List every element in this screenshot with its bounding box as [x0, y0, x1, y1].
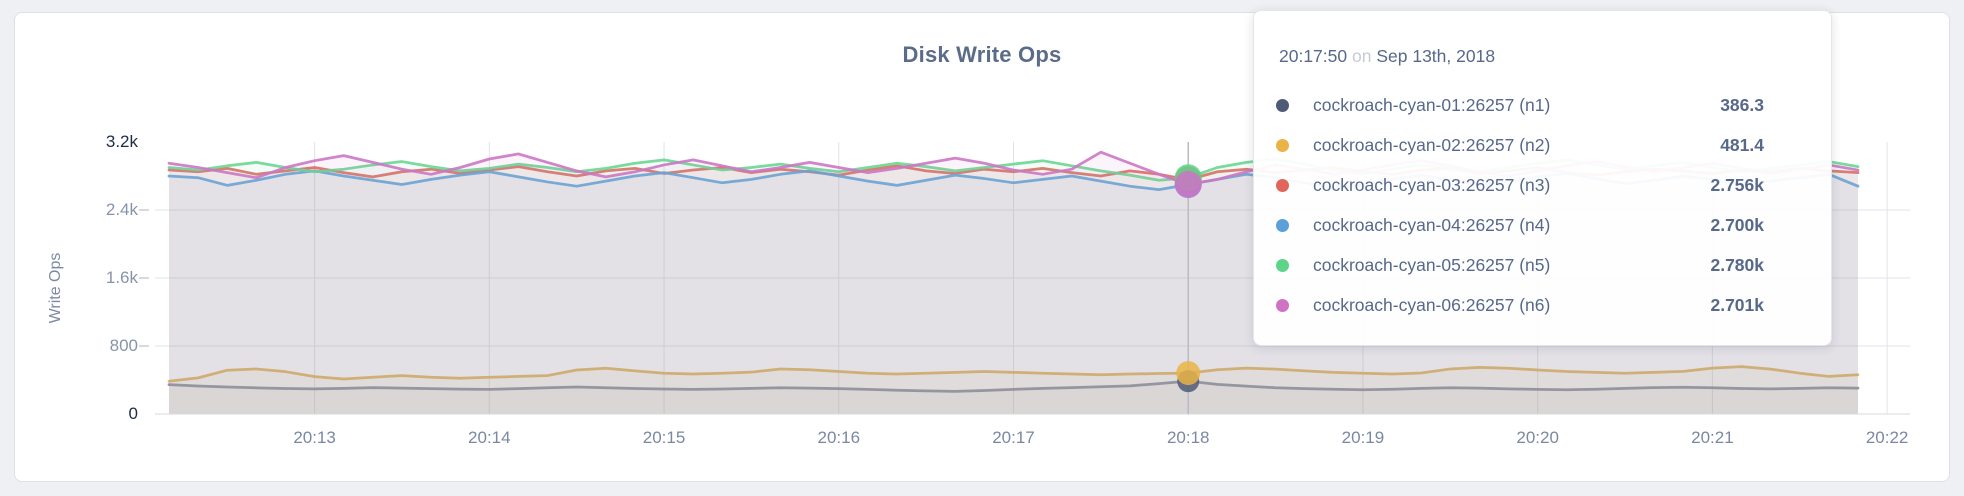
tooltip-rows: cockroach-cyan-01:26257 (n1) 386.3 cockr… [1254, 85, 1831, 325]
x-tick: 20:13 [293, 428, 336, 447]
y-tick: 2.4k [105, 200, 138, 219]
y-tick: 800 [109, 336, 138, 355]
series-value: 2.700k [1710, 214, 1764, 235]
series-value: 2.756k [1710, 174, 1764, 195]
tooltip-row: cockroach-cyan-01:26257 (n1) 386.3 [1254, 85, 1831, 125]
tooltip-row: cockroach-cyan-06:26257 (n6) 2.701k [1254, 285, 1831, 325]
tooltip-row: cockroach-cyan-04:26257 (n4) 2.700k [1254, 205, 1831, 245]
tooltip-row: cockroach-cyan-03:26257 (n3) 2.756k [1254, 165, 1831, 205]
y-tick: 1.6k [105, 268, 138, 287]
series-color-dot [1276, 218, 1289, 232]
series-color-dot [1276, 178, 1289, 192]
series-value: 2.701k [1710, 294, 1764, 315]
series-value: 2.780k [1710, 254, 1764, 275]
series-name: cockroach-cyan-01:26257 (n1) [1313, 94, 1551, 115]
chart-title: Disk Write Ops [902, 42, 1062, 67]
x-tick: 20:20 [1516, 428, 1559, 447]
x-tick: 20:15 [642, 428, 686, 447]
series-color-dot [1276, 298, 1289, 312]
series-name: cockroach-cyan-05:26257 (n5) [1313, 254, 1551, 275]
series-name: cockroach-cyan-02:26257 (n2) [1313, 134, 1551, 155]
y-tick-max: 3.2k [105, 132, 138, 151]
series-name: cockroach-cyan-04:26257 (n4) [1313, 214, 1551, 235]
tooltip-conjunction: on [1352, 46, 1372, 66]
series-color-dot [1276, 98, 1289, 112]
series-value: 481.4 [1720, 134, 1764, 155]
tooltip-row: cockroach-cyan-05:26257 (n5) 2.780k [1254, 245, 1831, 285]
x-tick: 20:19 [1341, 428, 1385, 447]
x-tick: 20:22 [1865, 428, 1909, 447]
hover-tooltip: 20:17:50 on Sep 13th, 2018 cockroach-cya… [1253, 10, 1832, 346]
y-tick-min: 0 [128, 404, 138, 423]
tooltip-time: 20:17:50 [1279, 46, 1348, 66]
series-color-dot [1276, 258, 1289, 272]
x-tick: 20:17 [992, 428, 1035, 447]
series-value: 386.3 [1720, 94, 1764, 115]
tooltip-row: cockroach-cyan-02:26257 (n2) 481.4 [1254, 125, 1831, 165]
series-name: cockroach-cyan-06:26257 (n6) [1313, 294, 1551, 315]
tooltip-header: 20:17:50 on Sep 13th, 2018 [1254, 45, 1831, 67]
x-tick: 20:18 [1166, 428, 1210, 447]
tooltip-date: Sep 13th, 2018 [1376, 46, 1496, 66]
series-name: cockroach-cyan-03:26257 (n3) [1313, 174, 1551, 195]
x-tick: 20:21 [1691, 428, 1734, 447]
series-color-dot [1276, 138, 1289, 152]
x-tick: 20:16 [817, 428, 861, 447]
x-tick: 20:14 [468, 428, 511, 447]
